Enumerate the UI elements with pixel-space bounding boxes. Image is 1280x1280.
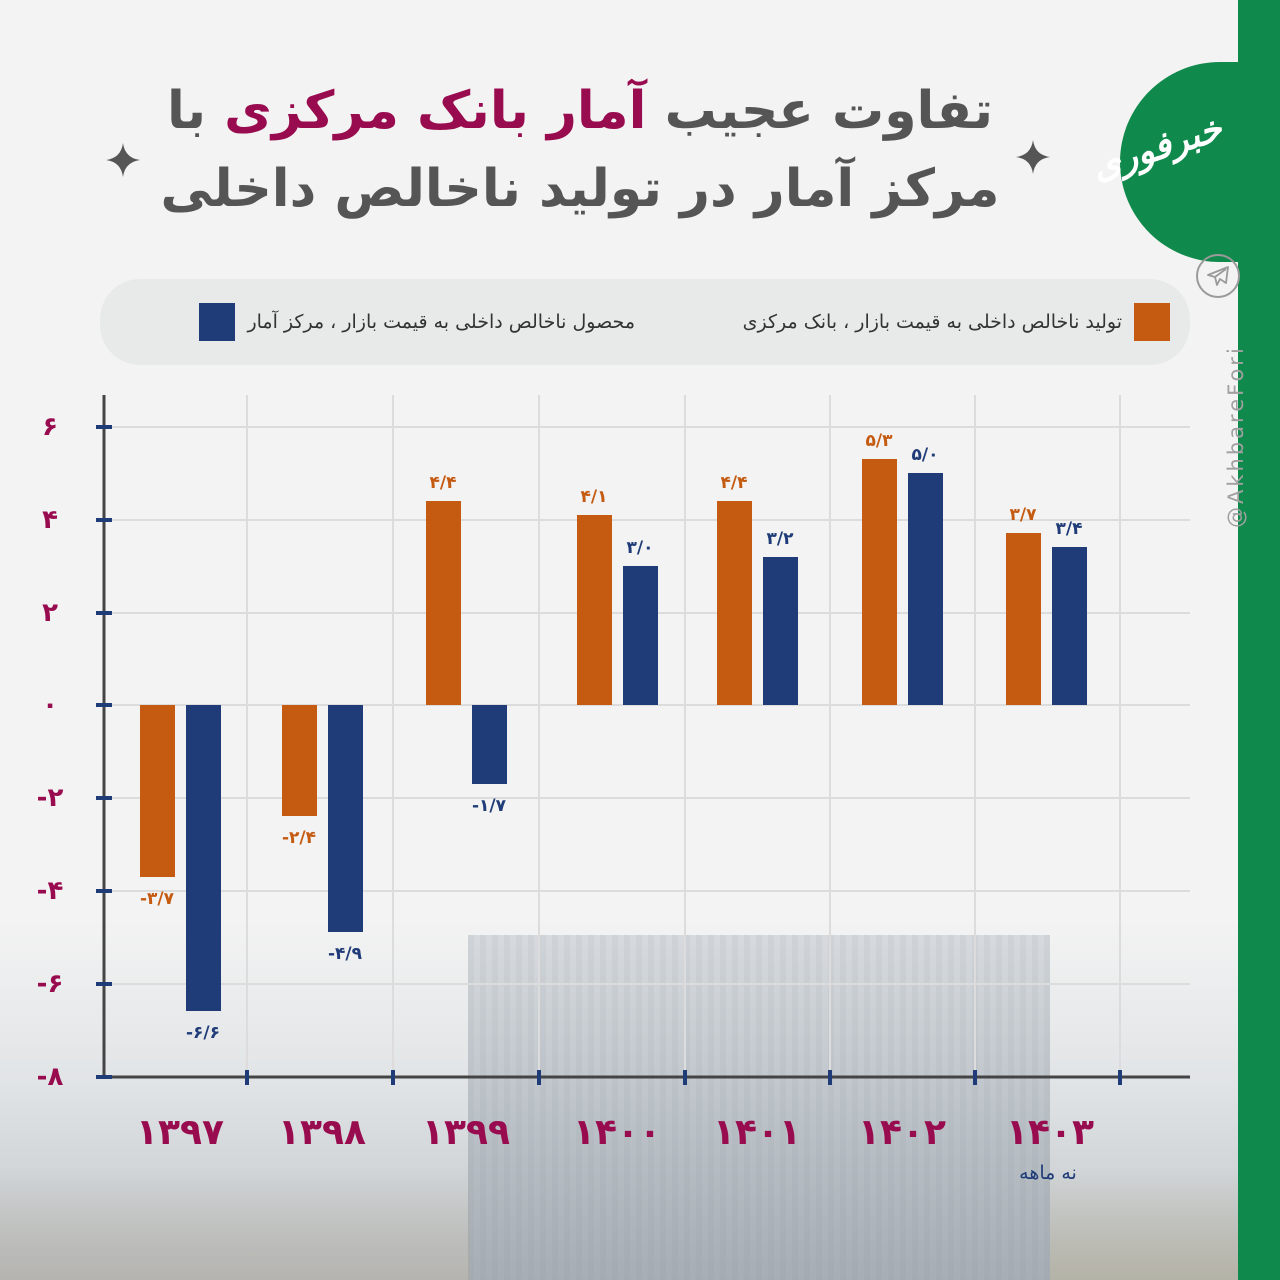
title-text: با	[166, 81, 207, 141]
x-tick-label: ۱۳۹۹	[422, 1112, 510, 1153]
x-tick-label: ۱۴۰۲	[858, 1112, 946, 1153]
y-tick-label: -۲	[36, 783, 64, 813]
y-tick-label: ۰	[42, 690, 58, 720]
x-tick-label: ۱۳۹۸	[278, 1112, 366, 1153]
bar-value-label: ۳/۷	[1009, 505, 1037, 526]
legend-swatch-blue	[199, 303, 236, 341]
chart-legend: تولید ناخالص داخلی به قیمت بازار ، بانک …	[100, 279, 1190, 365]
sparkle-icon	[106, 143, 140, 177]
title-line-2: مرکز آمار در تولید ناخالص داخلی	[160, 159, 1000, 219]
background-buildings-left	[0, 1170, 470, 1280]
y-tick-label: -۴	[36, 876, 64, 906]
gridlines	[104, 395, 1190, 1077]
x-tick-note: نه ماهه	[1019, 1162, 1077, 1184]
bar-statistical-center	[907, 473, 943, 705]
y-tick-label: ۴	[42, 505, 58, 535]
bar-central-bank	[425, 500, 461, 705]
y-tick-label: ۶	[42, 412, 58, 442]
x-tick-label: ۱۴۰۰	[573, 1112, 661, 1153]
telegram-icon	[1196, 254, 1240, 298]
title-line-1: تفاوت عجیب آمار بانک مرکزی با	[120, 72, 1040, 150]
y-tick-label: -۸	[36, 1062, 64, 1092]
background-central-bank-tower	[468, 935, 1050, 1280]
bar-statistical-center	[185, 705, 221, 1012]
legend-label: محصول ناخالص داخلی به قیمت بازار ، مرکز …	[247, 311, 635, 333]
sparkle-icon	[1016, 140, 1050, 174]
bar-central-bank	[861, 459, 897, 705]
x-tick-label: ۱۴۰۱	[713, 1112, 801, 1153]
bar-value-label: ۴/۱	[580, 486, 608, 507]
bar-value-label: -۲/۴	[281, 828, 317, 849]
bar-statistical-center	[762, 556, 798, 705]
x-tick-label: ۱۳۹۷	[136, 1112, 224, 1153]
bar-value-label: ۳/۲	[766, 528, 794, 549]
legend-label: تولید ناخالص داخلی به قیمت بازار ، بانک …	[742, 311, 1122, 333]
bar-value-label: ۵/۰	[911, 445, 939, 465]
y-tick-label: -۶	[36, 969, 64, 999]
bar-value-label: ۴/۴	[720, 472, 748, 493]
bar-value-label: -۳/۷	[139, 888, 175, 909]
legend-item-central-bank: تولید ناخالص داخلی به قیمت بازار ، بانک …	[743, 303, 1170, 341]
bar-central-bank	[281, 705, 317, 817]
bar-statistical-center	[471, 705, 507, 784]
brand-logo-badge	[1120, 62, 1280, 262]
bar-value-label: ۴/۴	[429, 472, 457, 493]
bar-statistical-center	[1051, 547, 1087, 705]
x-tick-label: ۱۴۰۳	[1006, 1112, 1094, 1153]
title-highlight: آمار بانک مرکزی	[224, 81, 647, 141]
title-text: تفاوت عجیب	[664, 81, 993, 141]
axis-ticks	[96, 425, 1122, 1085]
bar-value-label: -۱/۷	[471, 795, 507, 816]
bar-value-label: -۶/۶	[185, 1023, 221, 1044]
page-title: تفاوت عجیب آمار بانک مرکزی با مرکز آمار …	[120, 72, 1040, 228]
bar-value-label: ۳/۰	[626, 537, 654, 558]
bar-central-bank	[576, 514, 612, 705]
bar-value-label: -۴/۹	[327, 944, 363, 965]
bar-central-bank	[1005, 533, 1041, 705]
legend-swatch-orange	[1134, 303, 1170, 341]
bar-value-label: ۳/۴	[1055, 519, 1083, 540]
bar-statistical-center	[327, 705, 363, 933]
legend-item-statistical-center: محصول ناخالص داخلی به قیمت بازار ، مرکز …	[199, 303, 635, 341]
y-tick-label: ۲	[42, 598, 58, 628]
bar-value-label: ۵/۳	[865, 431, 893, 452]
bar-statistical-center	[622, 565, 658, 705]
bar-central-bank	[139, 705, 175, 877]
bar-central-bank	[716, 500, 752, 705]
